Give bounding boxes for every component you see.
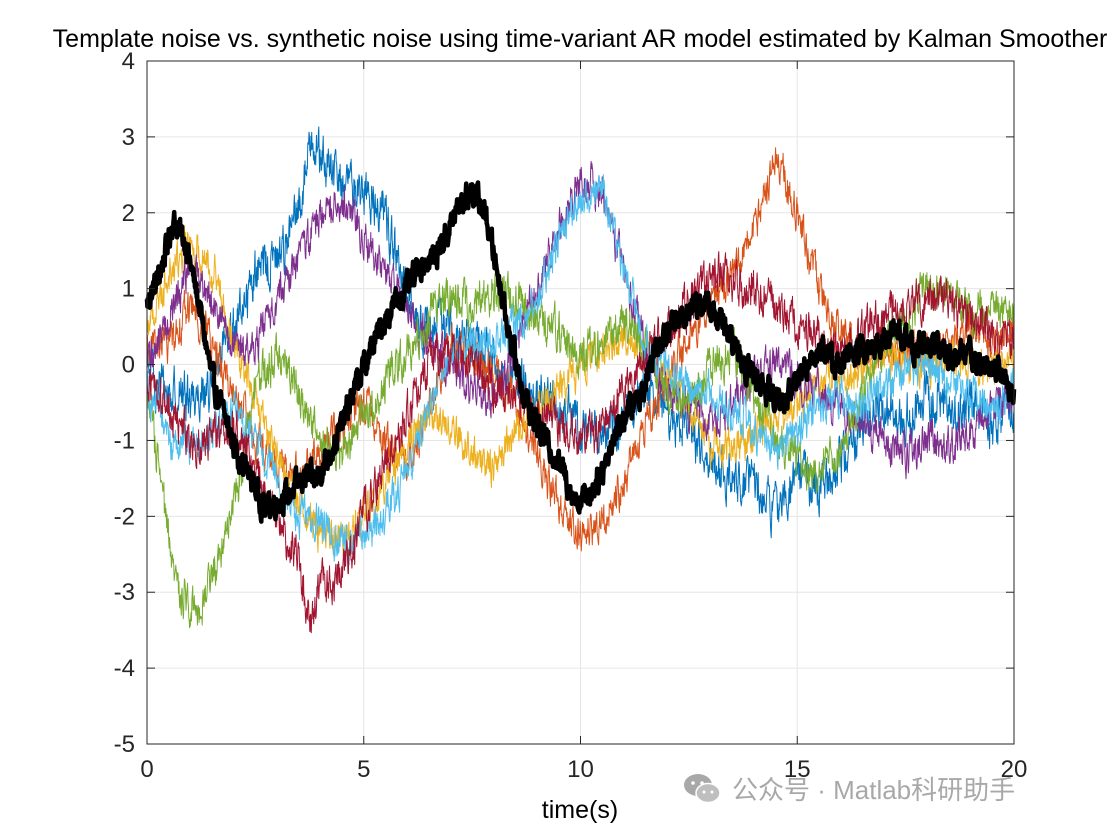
chart-title: Template noise vs. synthetic noise using… [52, 25, 1108, 53]
y-tick-label: -5 [114, 731, 135, 758]
series-layer [144, 126, 1017, 634]
wechat-icon [684, 773, 721, 803]
series-line-template [144, 180, 1017, 524]
series-line-synthetic-7 [146, 251, 1015, 634]
series-line-synthetic-4 [146, 160, 1015, 480]
y-tick-label: 1 [122, 276, 135, 303]
x-tick-label: 20 [1001, 756, 1028, 783]
y-tick-label: 4 [122, 48, 135, 75]
y-tick-label: -4 [114, 655, 135, 682]
y-tick-label: -3 [114, 579, 135, 606]
y-tick-label: 3 [122, 124, 135, 151]
x-tick-label: 0 [140, 756, 153, 783]
grid [146, 60, 1015, 745]
y-tick-label: 2 [122, 200, 135, 227]
y-tick-label: -1 [114, 427, 135, 454]
x-tick-label: 5 [357, 756, 370, 783]
watermark-text: 公众号 · Matlab科研助手 [732, 775, 1016, 805]
y-tick-label: -2 [114, 503, 135, 530]
y-tick-label: 0 [122, 352, 135, 379]
x-axis-label: time(s) [541, 796, 619, 824]
series-line-synthetic-5 [146, 270, 1015, 629]
x-tick-label: 15 [784, 756, 811, 783]
series-line-synthetic-1 [146, 126, 1015, 539]
x-tick-label: 10 [567, 756, 594, 783]
watermark: 公众号 · Matlab科研助手 [682, 770, 1015, 807]
